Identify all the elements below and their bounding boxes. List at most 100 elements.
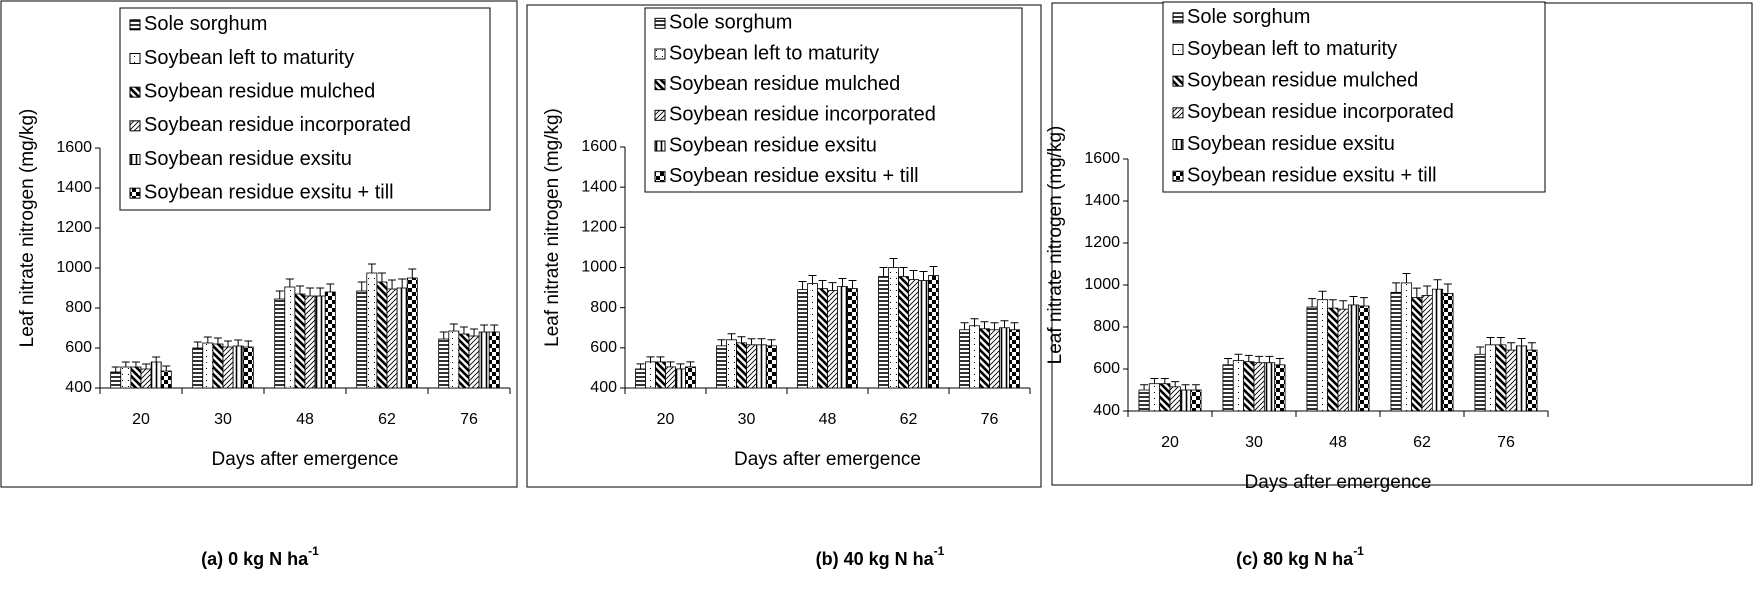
legend-swatch [1172, 44, 1184, 55]
error-bar [459, 326, 468, 334]
error-bar [1275, 358, 1284, 365]
y-tick-label: 800 [1093, 318, 1120, 335]
legend-swatch [1172, 12, 1184, 24]
bar [918, 280, 929, 389]
bar [202, 342, 214, 389]
error-bar [1412, 287, 1421, 298]
error-bar [1318, 290, 1327, 300]
panel-frame [526, 4, 1042, 488]
x-tick-label: 76 [981, 411, 999, 428]
error-bar [767, 339, 776, 346]
y-tick-label: 1600 [581, 138, 617, 155]
caption-superscript: -1 [934, 544, 945, 558]
legend-label: Soybean residue incorporated [1187, 101, 1454, 123]
legend-swatch [654, 109, 666, 121]
bar [324, 291, 336, 389]
bar [458, 333, 470, 389]
legend-swatch [129, 53, 141, 64]
bar [959, 329, 970, 389]
error-bar [316, 287, 325, 296]
bar [1474, 353, 1486, 412]
bar [1222, 364, 1234, 412]
error-bar [367, 263, 376, 273]
error-bar [1349, 296, 1358, 305]
error-bar [1000, 320, 1009, 328]
error-bar [1171, 381, 1180, 387]
y-tick-label: 1000 [581, 259, 617, 276]
x-tick-label: 76 [1497, 434, 1515, 451]
x-tick-label: 48 [296, 411, 314, 428]
y-tick-label: 1600 [56, 139, 92, 156]
error-bar [960, 322, 969, 330]
error-bar [326, 283, 335, 292]
x-tick-label: 76 [460, 411, 478, 428]
error-bar [1527, 342, 1536, 351]
error-bar [1255, 355, 1264, 363]
bar [438, 338, 450, 389]
error-bar [408, 268, 417, 278]
error-bar [1181, 384, 1190, 390]
error-bar [1244, 354, 1253, 362]
bar [1148, 383, 1161, 412]
bar [120, 366, 132, 389]
bar [386, 288, 398, 389]
error-bar [808, 275, 817, 284]
legend-label: Soybean residue exsitu + till [669, 165, 919, 187]
bar [999, 327, 1010, 389]
error-bar [717, 339, 726, 346]
bar [979, 328, 990, 389]
bar [1159, 383, 1171, 412]
chart-panel: 400 600 800 1000 1200 1400 1600 20 30 48 62 76 Days … [1045, 1, 1753, 493]
error-bar [879, 267, 888, 277]
legend-label: Soybean residue incorporated [669, 104, 936, 126]
error-bar [798, 281, 807, 290]
y-tick-label: 1600 [1084, 150, 1120, 167]
y-tick-label: 1000 [56, 259, 92, 276]
caption-superscript: -1 [308, 544, 319, 558]
legend-label: Soybean residue mulched [1187, 69, 1418, 91]
y-tick-label: 600 [590, 339, 617, 356]
bar [304, 295, 316, 389]
x-tick-label: 30 [214, 411, 232, 428]
bar [1347, 304, 1360, 412]
x-axis-label: Days after emergence [734, 449, 921, 470]
bar [1442, 292, 1454, 412]
error-bar [1359, 297, 1368, 306]
bar [1274, 364, 1286, 412]
bar [878, 276, 889, 389]
bar [1421, 295, 1433, 412]
y-tick-label: 1400 [56, 179, 92, 196]
panel-frame [0, 0, 518, 488]
error-bar [275, 290, 284, 299]
bar [232, 345, 244, 389]
legend-box [644, 7, 1023, 193]
x-tick-label: 20 [657, 411, 675, 428]
y-tick-label: 600 [65, 339, 92, 356]
legend-swatch [654, 48, 666, 60]
legend-label: Soybean left to maturity [144, 47, 354, 69]
error-bar [224, 340, 233, 347]
bar [192, 347, 204, 389]
error-bar [970, 318, 979, 326]
bar [989, 329, 1000, 389]
error-bar [1476, 346, 1485, 355]
error-bar [980, 321, 989, 329]
bar [1400, 282, 1413, 412]
bar [274, 298, 286, 389]
error-bar [1339, 300, 1348, 310]
bar [1169, 386, 1181, 412]
y-tick-label: 1200 [1084, 234, 1120, 251]
bar [766, 345, 777, 389]
bar [160, 370, 172, 389]
bar [797, 289, 808, 389]
error-bar [1224, 358, 1233, 365]
bar [1411, 297, 1423, 412]
x-tick-label: 62 [378, 411, 396, 428]
error-bar [131, 361, 140, 367]
error-bar [747, 338, 756, 345]
y-tick-label: 600 [1093, 360, 1120, 377]
error-bar [470, 328, 479, 336]
bar [110, 371, 122, 389]
y-axis-label: Leaf nitrate nitrogen (mg/kg) [1045, 126, 1066, 365]
legend-label: Sole sorghum [669, 12, 792, 34]
